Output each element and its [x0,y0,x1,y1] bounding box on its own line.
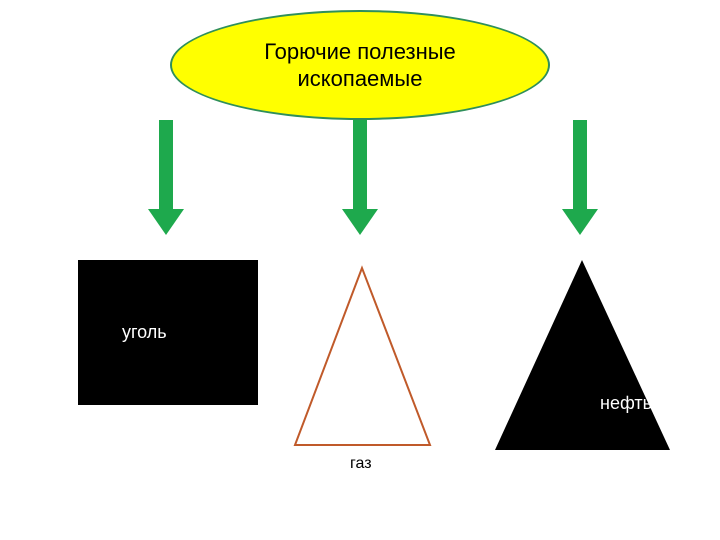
oil-label: нефть [600,393,652,414]
node-oil [0,0,720,540]
diagram-canvas: Горючие полезные ископаемые уголь газ не… [0,0,720,540]
